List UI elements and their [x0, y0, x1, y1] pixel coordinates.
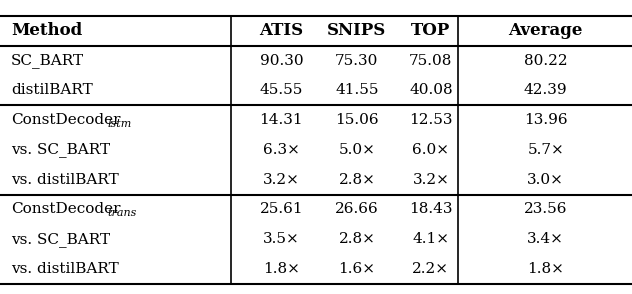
Text: 2.2×: 2.2× [412, 262, 449, 276]
Text: 14.31: 14.31 [260, 113, 303, 127]
Text: 5.0×: 5.0× [339, 143, 375, 157]
Text: Average: Average [509, 22, 583, 39]
Text: vs. SC_BART: vs. SC_BART [11, 232, 110, 247]
Text: vs. distilBART: vs. distilBART [11, 173, 119, 187]
Text: 6.3×: 6.3× [263, 143, 300, 157]
Text: TOP: TOP [411, 22, 451, 39]
Text: 40.08: 40.08 [409, 83, 453, 97]
Text: 2.8×: 2.8× [339, 173, 375, 187]
Text: vs. distilBART: vs. distilBART [11, 262, 119, 276]
Text: ATIS: ATIS [259, 22, 303, 39]
Text: SC_BART: SC_BART [11, 53, 84, 68]
Text: 2.8×: 2.8× [339, 232, 375, 246]
Text: SNIPS: SNIPS [327, 22, 387, 39]
Text: 41.55: 41.55 [335, 83, 379, 97]
Text: trans: trans [107, 208, 137, 218]
Text: 42.39: 42.39 [524, 83, 568, 97]
Text: 13.96: 13.96 [524, 113, 568, 127]
Text: lstm: lstm [107, 119, 131, 129]
Text: 23.56: 23.56 [524, 203, 568, 216]
Text: 26.66: 26.66 [335, 203, 379, 216]
Text: 3.5×: 3.5× [263, 232, 300, 246]
Text: ConstDecoder: ConstDecoder [11, 203, 120, 216]
Text: 75.30: 75.30 [335, 54, 379, 68]
Text: ConstDecoder: ConstDecoder [11, 113, 120, 127]
Text: 3.2×: 3.2× [263, 173, 300, 187]
Text: 45.55: 45.55 [260, 83, 303, 97]
Text: 6.0×: 6.0× [412, 143, 449, 157]
Text: 90.30: 90.30 [260, 54, 303, 68]
Text: vs. SC_BART: vs. SC_BART [11, 143, 110, 157]
Text: 80.22: 80.22 [524, 54, 568, 68]
Text: Method: Method [11, 22, 82, 39]
Text: 1.8×: 1.8× [263, 262, 300, 276]
Text: 75.08: 75.08 [409, 54, 453, 68]
Text: 5.7×: 5.7× [527, 143, 564, 157]
Text: 1.6×: 1.6× [338, 262, 375, 276]
Text: 3.0×: 3.0× [527, 173, 564, 187]
Text: 1.8×: 1.8× [527, 262, 564, 276]
Text: distilBART: distilBART [11, 83, 92, 97]
Text: 18.43: 18.43 [409, 203, 453, 216]
Text: 12.53: 12.53 [409, 113, 453, 127]
Text: 15.06: 15.06 [335, 113, 379, 127]
Text: 4.1×: 4.1× [412, 232, 449, 246]
Text: 25.61: 25.61 [260, 203, 303, 216]
Text: 3.4×: 3.4× [527, 232, 564, 246]
Text: 3.2×: 3.2× [413, 173, 449, 187]
